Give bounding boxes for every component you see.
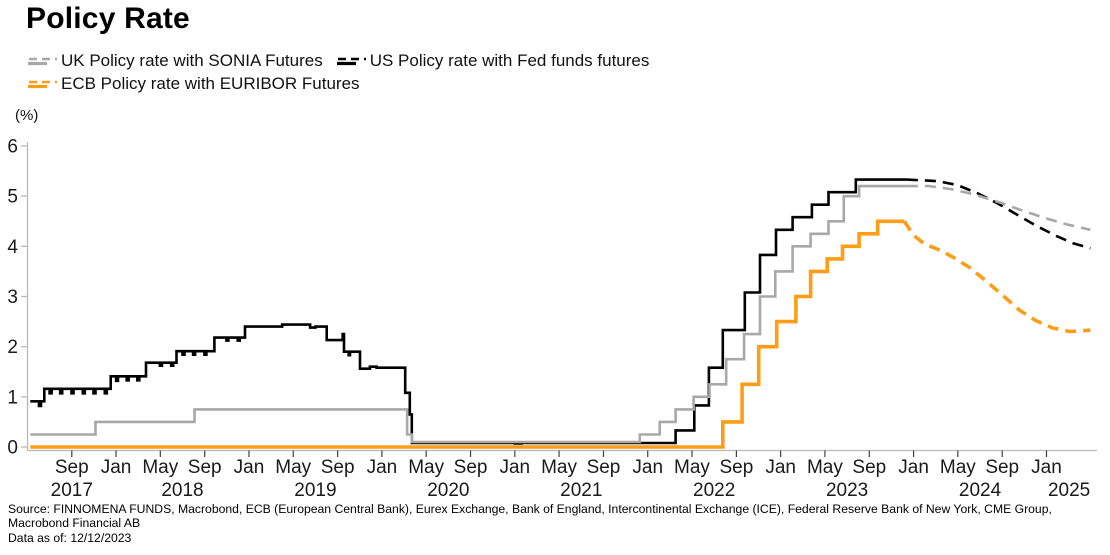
x-axis-month-label: Jan [898,457,929,478]
ecb-policy-euribor-solid-line [30,219,905,449]
x-axis-year-label: 2019 [294,480,336,501]
us-dashed-line-icon [336,57,366,66]
legend-row-2: ECB Policy rate with EURIBOR Futures [28,74,649,94]
us-policy-fedfunds-futures-dashed-line [906,178,1091,250]
x-axis-month-label: May [807,457,843,478]
legend: UK Policy rate with SONIA Futures US Pol… [28,51,649,94]
ecb-dashed-line-icon [28,80,57,89]
x-axis-month-label: Jan [765,457,796,478]
chart-title: Policy Rate [26,2,190,35]
legend-item-us: US Policy rate with Fed funds futures [336,51,650,71]
y-axis-tick-label: 2 [7,337,18,358]
x-axis-month-label: Jan [367,457,398,478]
x-axis-year-label: 2018 [161,480,203,501]
y-axis-tick-label: 0 [7,438,18,459]
x-axis-month-label: Sep [719,457,753,478]
x-axis-year-label: 2025 [1048,480,1090,501]
data-as-of-note: Data as of: 12/12/2023 [8,530,132,545]
x-axis-month-label: Jan [234,457,265,478]
x-axis-month-label: Sep [55,457,89,478]
x-axis-month-label: Jan [1031,457,1062,478]
us-policy-fedfunds-solid-line [30,178,907,445]
x-axis-year-label: 2023 [826,480,868,501]
legend-item-uk: UK Policy rate with SONIA Futures [28,51,323,71]
x-axis-year-label: 2022 [693,480,735,501]
x-axis-year-label: 2021 [560,480,602,501]
x-axis-month-label: Sep [321,457,355,478]
x-axis-month-label: Sep [587,457,621,478]
y-axis-tick-label: 5 [7,187,18,208]
uk-policy-sonia-futures-dashed-line [906,184,1091,232]
x-axis-month-label: Sep [852,457,886,478]
source-note: Source: FINNOMENA FUNDS, Macrobond, ECB … [8,502,1052,531]
x-axis-month-label: Jan [632,457,663,478]
legend-label-us: US Policy rate with Fed funds futures [369,51,650,70]
x-axis-month-label: May [408,457,444,478]
x-axis-month-label: Sep [985,457,1019,478]
x-axis-month-label: Sep [188,457,222,478]
y-axis-tick-label: 3 [7,287,18,308]
legend-item-ecb: ECB Policy rate with EURIBOR Futures [28,74,360,94]
uk-dashed-line-icon [28,57,57,66]
legend-label-ecb: ECB Policy rate with EURIBOR Futures [61,74,360,93]
x-axis-month-label: Sep [454,457,488,478]
x-axis-month-label: May [541,457,577,478]
x-axis-year-label: 2020 [427,480,469,501]
x-axis-month-label: May [142,457,178,478]
x-axis-month-label: May [940,457,976,478]
x-axis-month-label: May [275,457,311,478]
y-axis-unit-label: (%) [15,107,39,124]
x-axis-year-label: 2017 [51,480,93,501]
x-axis-month-label: May [674,457,710,478]
x-axis-month-label: Jan [101,457,132,478]
y-axis-tick-label: 6 [7,137,18,158]
footer: Source: FINNOMENA FUNDS, Macrobond, ECB … [8,502,1106,545]
x-axis-year-label: 2024 [959,480,1002,501]
y-axis-tick-label: 1 [7,387,18,408]
uk-policy-sonia-solid-line [30,184,907,444]
legend-label-uk: UK Policy rate with SONIA Futures [61,51,323,70]
y-axis-tick-label: 4 [7,237,18,258]
x-axis-month-label: Jan [499,457,530,478]
ecb-policy-euribor-futures-dashed-line [902,220,1091,334]
legend-row-1: UK Policy rate with SONIA Futures US Pol… [28,51,649,71]
